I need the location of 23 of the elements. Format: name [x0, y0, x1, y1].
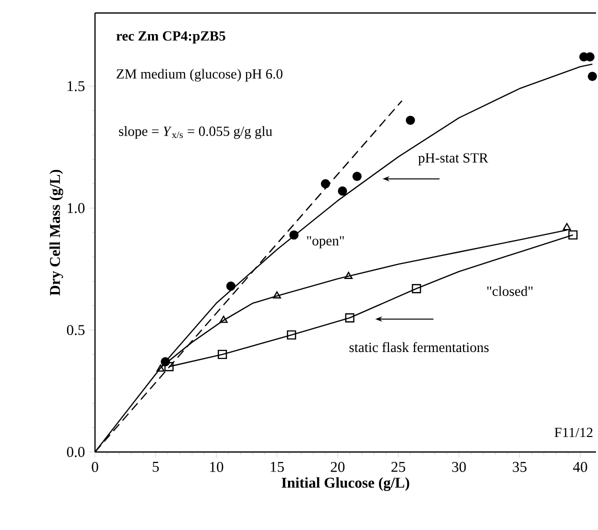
annotation: pH-stat STR [418, 153, 488, 166]
x-axis-title: Initial Glucose (g/L) [282, 477, 410, 491]
x-tick-label: 0 [92, 462, 98, 472]
y-axis-title: Dry Cell Mass (g/L) [50, 170, 64, 296]
annotation: F11/12 [554, 428, 592, 438]
x-tick-label: 15 [270, 462, 284, 472]
annotation: "closed" [487, 286, 533, 296]
annotation: slope = Y$_{x/s}$ = 0.055 g/g glu [119, 126, 272, 139]
annotation: static flask fermentations [349, 342, 489, 352]
annotation: "open" [307, 236, 344, 248]
annotation: ZM medium (glucose) pH 6.0 [116, 68, 282, 82]
x-tick-label: 35 [512, 462, 526, 472]
y-tick-label: 1.0 [68, 203, 85, 214]
x-tick-label: 25 [391, 462, 406, 472]
annotation: rec Zm CP4:pZB5 [116, 31, 226, 44]
y-tick-label: 1.5 [68, 81, 84, 92]
x-tick-label: 5 [152, 462, 159, 472]
x-tick-label: 40 [573, 462, 588, 472]
y-tick-label: 0.0 [66, 446, 85, 458]
x-tick-label: 20 [330, 462, 345, 472]
x-tick-label: 30 [452, 462, 466, 472]
y-tick-label: 0.5 [66, 324, 84, 336]
x-tick-label: 10 [210, 462, 224, 472]
